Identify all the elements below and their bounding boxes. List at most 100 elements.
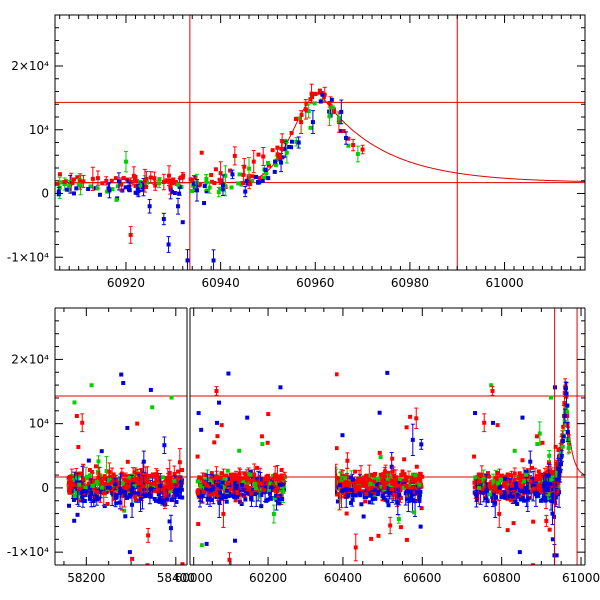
data-point (204, 487, 209, 492)
data-point (77, 480, 82, 485)
data-point (545, 487, 550, 492)
data-point (252, 481, 257, 486)
data-point (130, 486, 135, 491)
data-point (390, 481, 395, 486)
data-point (287, 144, 292, 149)
data-point (143, 472, 148, 477)
data-point (561, 434, 566, 439)
data-point (362, 477, 367, 482)
data-point (254, 484, 259, 489)
data-point (248, 472, 253, 477)
data-point (185, 258, 190, 263)
data-point (328, 486, 332, 490)
data-point (383, 489, 388, 494)
data-point (550, 511, 555, 516)
data-point (202, 184, 207, 189)
data-point (367, 490, 372, 495)
data-point (335, 499, 340, 504)
data-point (396, 479, 401, 484)
data-point (177, 191, 182, 196)
data-point (403, 491, 408, 496)
data-point (139, 468, 144, 473)
data-point (115, 484, 120, 489)
data-point (510, 486, 515, 491)
data-point (503, 476, 508, 481)
data-point (259, 434, 264, 439)
data-point (135, 179, 140, 184)
data-point (221, 485, 226, 490)
data-point (394, 493, 399, 498)
data-point (212, 477, 217, 482)
data-point (170, 481, 175, 486)
data-point (102, 491, 107, 496)
data-point (145, 479, 150, 484)
data-point (417, 495, 422, 500)
data-point (166, 485, 171, 490)
data-point (152, 176, 157, 181)
data-point (89, 383, 94, 388)
data-point (72, 518, 77, 523)
data-point (492, 485, 497, 490)
data-point (104, 469, 109, 474)
data-point (221, 511, 226, 516)
data-point (229, 487, 234, 492)
data-point (123, 490, 128, 495)
data-point (549, 487, 554, 492)
data-point (280, 155, 285, 160)
data-point (522, 479, 527, 484)
data-point (82, 483, 87, 488)
data-point (408, 498, 413, 503)
data-point (509, 483, 514, 488)
data-point (327, 486, 331, 490)
data-point (247, 179, 252, 184)
data-point (509, 498, 514, 503)
data-point (511, 521, 516, 526)
data-point (242, 471, 247, 476)
data-point (378, 472, 383, 477)
data-point (83, 485, 88, 490)
top-panel-zoomed: -1×10⁴ 0 10⁴ 2×10⁴ 60920 60940 60960 60980 61000 (7, 14, 586, 290)
data-point (207, 482, 212, 487)
data-point (88, 477, 93, 482)
data-point (251, 487, 256, 492)
data-point (263, 167, 268, 172)
data-point (502, 479, 507, 484)
y-tick-label: 0 (41, 187, 49, 201)
data-point (524, 469, 529, 474)
data-point (266, 489, 271, 494)
y-tick-label: -1×10⁴ (7, 250, 49, 264)
data-point (130, 478, 135, 483)
data-point (175, 478, 180, 483)
data-point (231, 472, 236, 477)
data-point (86, 481, 91, 486)
data-point (105, 189, 110, 194)
data-point (548, 493, 553, 498)
data-point (566, 446, 571, 451)
data-point (150, 474, 155, 479)
data-point (150, 405, 155, 410)
data-point (414, 464, 419, 469)
data-point (490, 388, 495, 393)
data-point (176, 204, 181, 209)
data-point (250, 179, 255, 184)
data-point (236, 181, 241, 186)
data-point (394, 475, 399, 480)
data-point (271, 480, 276, 485)
data-point (414, 482, 419, 487)
data-point (540, 440, 545, 445)
data-point (348, 475, 353, 480)
data-point (88, 184, 93, 189)
data-point (216, 483, 221, 488)
data-point (127, 494, 132, 499)
data-point (409, 475, 414, 480)
data-point (196, 522, 201, 527)
data-point (357, 491, 362, 496)
data-point (331, 495, 335, 499)
data-point (380, 479, 385, 484)
data-point (380, 488, 385, 493)
data-point (540, 569, 544, 573)
data-point (385, 499, 390, 504)
data-point (144, 184, 149, 189)
data-point (221, 494, 226, 499)
data-point (162, 492, 167, 497)
